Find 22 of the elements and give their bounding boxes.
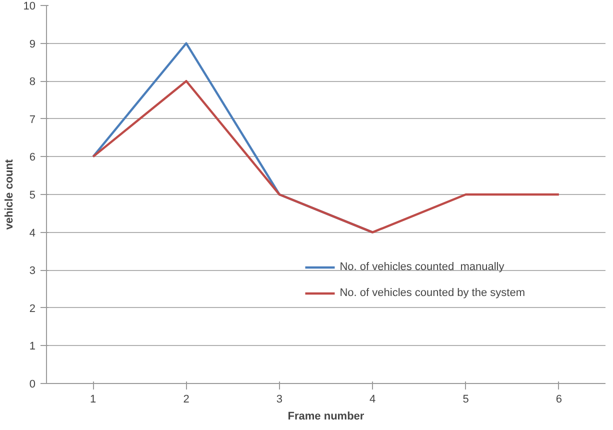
x-axis-title: Frame number [288,410,365,422]
legend-label: No. of vehicles counted by the system [340,287,525,299]
x-tick-label: 3 [276,394,282,406]
y-tick-label: 3 [29,265,36,278]
line-series [92,80,560,234]
legend-label: No. of vehicles counted manually [340,261,504,273]
x-tick-label: 2 [183,394,190,406]
y-tick-label: 7 [29,114,36,126]
y-tick-label: 1 [29,340,36,353]
y-tick-label: 10 [23,0,36,12]
x-tick-label: 6 [556,394,562,406]
y-tick-label: 9 [29,38,36,50]
y-tick-label: 2 [29,302,36,315]
x-tick-label: 1 [90,394,96,406]
y-tick-label: 5 [29,190,36,202]
y-tick-label: 0 [29,378,36,390]
x-tick-label: 5 [462,394,469,406]
x-tick-label: 4 [370,394,376,406]
y-tick-label: 8 [29,76,36,88]
y-tick-label: 4 [29,227,36,240]
y-axis-title: vehicle count [3,159,16,230]
y-tick-label: 6 [29,152,36,164]
